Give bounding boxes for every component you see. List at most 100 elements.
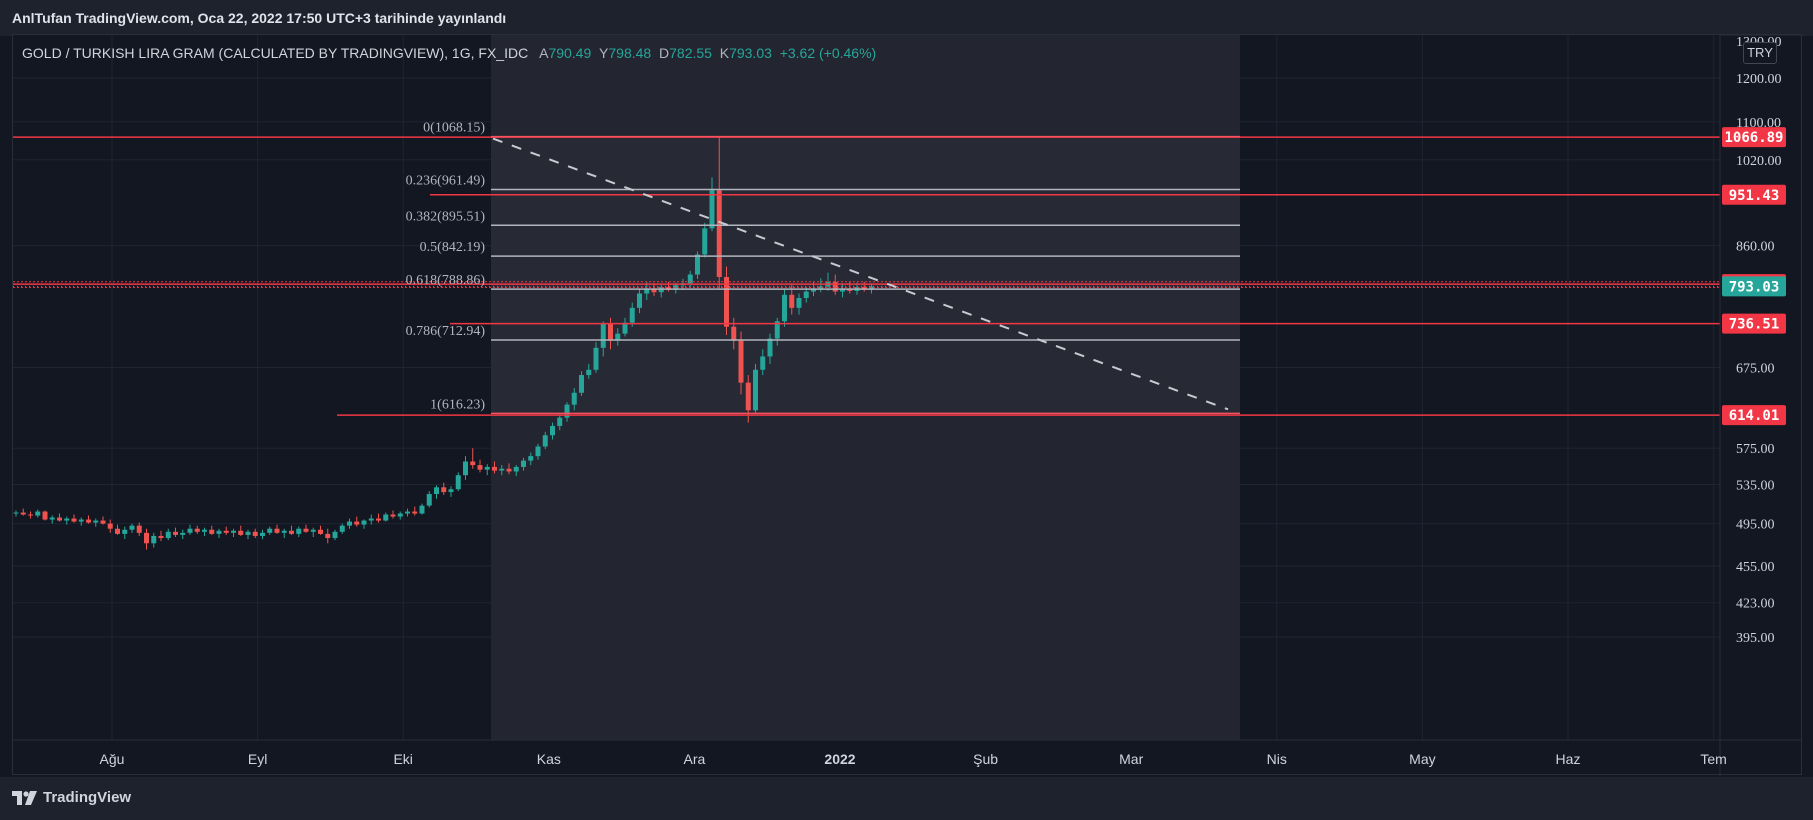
candle-body [28, 514, 33, 516]
candle-body [49, 517, 55, 520]
x-tick-label: Eyl [248, 751, 267, 767]
fib-level-label: 0(1068.15) [423, 121, 485, 136]
candle-body [194, 528, 200, 532]
candle-body [687, 274, 693, 284]
level-price-label: 614.01 [1729, 408, 1780, 424]
candle-body [521, 460, 526, 467]
candle-body [731, 326, 737, 341]
candle-body [818, 286, 824, 289]
candle-body [383, 514, 389, 521]
candle-body [557, 417, 563, 426]
candle-body [673, 285, 679, 290]
level-price-tag [1722, 313, 1786, 334]
candle-body [260, 532, 265, 536]
candle-body [579, 375, 584, 393]
chart-frame [12, 34, 1802, 775]
candle-body [267, 528, 273, 533]
x-tick-label: Kas [537, 751, 561, 767]
candle-body [803, 291, 809, 299]
candle-body [245, 531, 251, 535]
currency-badge[interactable]: TRY [1743, 42, 1777, 64]
tradingview-brand[interactable]: TradingView [43, 789, 132, 806]
candle-body [223, 530, 229, 533]
candle-body [238, 530, 244, 535]
low-label: D [659, 45, 670, 61]
candle-body [724, 277, 729, 327]
y-tick-label: 535.00 [1736, 478, 1775, 493]
candle-body [412, 511, 418, 514]
candle-body [71, 518, 77, 522]
candle-body [405, 511, 410, 514]
candle-body [310, 529, 316, 532]
x-tick-label: 2022 [824, 751, 855, 767]
candle-body [100, 520, 106, 524]
candle-body [129, 525, 135, 530]
candle-body [840, 288, 845, 292]
candle-body [832, 282, 838, 292]
low-value: 782.55 [669, 45, 712, 61]
candle-body [361, 520, 367, 525]
candle-body [593, 347, 599, 370]
candle-body [571, 392, 577, 405]
fib-level-label: 0.786(712.94) [406, 324, 486, 339]
candle-body [629, 307, 635, 323]
candle-body [434, 487, 439, 494]
close-value: 793.03 [729, 45, 772, 61]
candle-body [426, 493, 432, 506]
candle-body [753, 369, 758, 411]
x-tick-label: Şub [973, 751, 998, 767]
level-price-tag [1722, 127, 1786, 148]
candle-body [513, 466, 519, 472]
candle-body [644, 288, 650, 294]
footer: TradingView [0, 777, 1813, 820]
x-tick-label: Ara [684, 751, 706, 767]
x-tick-label: Ağu [100, 751, 125, 767]
candle-body [397, 513, 403, 517]
candle-body [339, 525, 345, 532]
candle-body [716, 190, 722, 278]
candle-body [122, 529, 128, 534]
candle-body [274, 528, 280, 533]
candle-body [20, 512, 26, 515]
y-tick-label: 860.00 [1736, 240, 1775, 255]
x-tick-label: Eki [393, 751, 412, 767]
candle-body [564, 404, 570, 418]
candle-body [477, 465, 483, 470]
level-price-tag [1722, 184, 1786, 205]
candle-body [325, 533, 331, 539]
fib-level-label: 0.618(788.86) [406, 273, 486, 288]
candle-body [535, 446, 541, 457]
candle-body [86, 519, 91, 523]
x-tick-label: Haz [1556, 751, 1581, 767]
tradingview-logo-icon [12, 791, 37, 805]
x-tick-label: Tem [1700, 751, 1726, 767]
candle-body [463, 461, 468, 476]
candle-body [376, 518, 381, 521]
candle-body [861, 287, 867, 290]
candle-body [187, 528, 193, 533]
close-label: K [719, 45, 730, 61]
last-price-tag [1722, 276, 1786, 297]
candle-body [216, 530, 222, 534]
candle-body [252, 531, 258, 536]
fib-level-label: 1(616.23) [430, 397, 485, 412]
candle-body [702, 228, 708, 255]
candle-body [586, 369, 592, 376]
candle-body [738, 340, 744, 383]
high-value: 798.48 [608, 45, 652, 61]
level-price-label: 1066.89 [1724, 130, 1783, 146]
candle-body [93, 520, 99, 523]
candle-body [390, 514, 396, 517]
candle-body [158, 535, 164, 539]
candle-body [622, 322, 628, 334]
candle-body [115, 528, 120, 534]
level-price-label: 951.43 [1729, 188, 1780, 204]
candle-body [144, 532, 149, 544]
symbol-name: GOLD / TURKISH LIRA GRAM (CALCULATED BY … [22, 45, 529, 61]
candle-body [637, 293, 642, 308]
fib-level-label: 0.5(842.19) [420, 240, 486, 255]
candle-body [709, 190, 715, 229]
y-tick-label: 1100.00 [1736, 116, 1781, 131]
fib-retracement-area [491, 136, 1240, 414]
